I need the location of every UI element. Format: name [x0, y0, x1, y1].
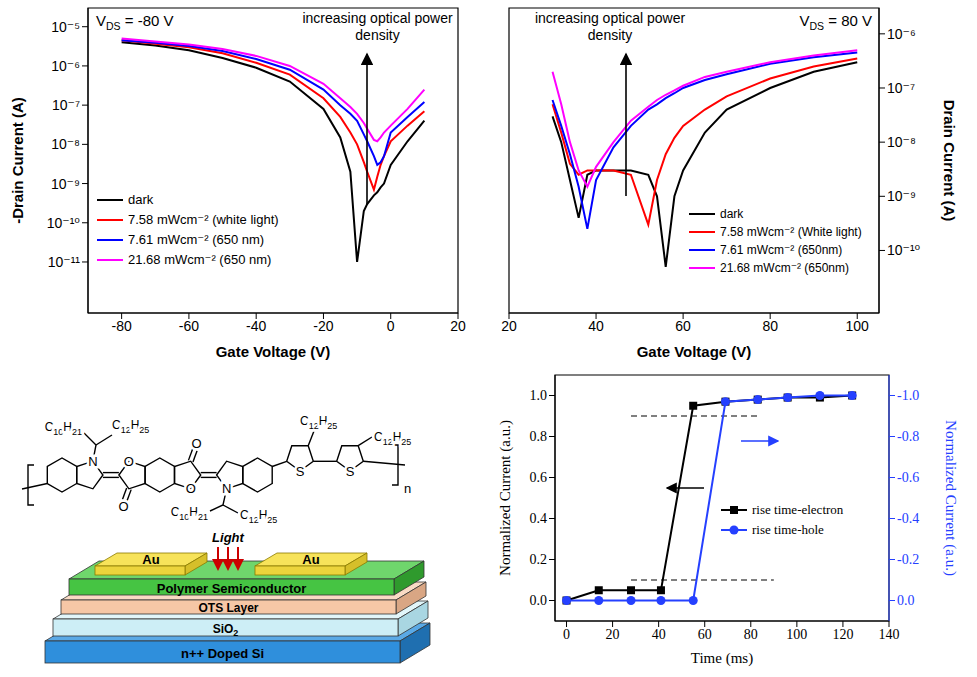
html-text:7.58 mWcm⁻² (White light): 7.58 mWcm⁻² (White light) [720, 225, 862, 239]
svg-text:Au: Au [302, 552, 319, 567]
svg-text:O: O [118, 499, 128, 514]
svg-text:-1.0: -1.0 [897, 388, 919, 403]
svg-text:60: 60 [675, 318, 691, 334]
svg-text:Au: Au [142, 552, 159, 567]
svg-text:10⁻¹⁰: 10⁻¹⁰ [47, 215, 81, 231]
svg-text:140: 140 [879, 627, 900, 642]
svg-text:Polymer Semiconductor: Polymer Semiconductor [157, 581, 307, 596]
svg-text:10⁻⁷: 10⁻⁷ [52, 97, 80, 113]
svg-text:40: 40 [652, 627, 666, 642]
svg-text:10⁻⁷: 10⁻⁷ [887, 80, 915, 96]
svg-text:C10H21: C10H21 [45, 420, 82, 437]
html-text:7.58 mWcm⁻² (white light): 7.58 mWcm⁻² (white light) [128, 212, 279, 227]
svg-text:C12H25: C12H25 [112, 418, 149, 435]
svg-text:-0.6: -0.6 [897, 470, 919, 485]
svg-text:0: 0 [387, 318, 395, 334]
svg-text:OTS Layer: OTS Layer [198, 601, 258, 615]
svg-text:Time (ms): Time (ms) [691, 650, 753, 667]
svg-text:-Drain Current (A): -Drain Current (A) [9, 97, 26, 224]
svg-text:0.8: 0.8 [530, 429, 548, 444]
html-text:21.68 mWcm⁻² (650 nm): 21.68 mWcm⁻² (650 nm) [128, 252, 272, 267]
svg-text:Gate Voltage (V): Gate Voltage (V) [637, 343, 752, 360]
svg-text:-80: -80 [112, 318, 132, 334]
svg-text:20: 20 [606, 627, 620, 642]
svg-text:Normalized Current (a.u.): Normalized Current (a.u.) [942, 420, 959, 576]
svg-text:S: S [346, 464, 355, 479]
svg-text:80: 80 [744, 627, 758, 642]
svg-text:-0.8: -0.8 [897, 429, 919, 444]
svg-text:10⁻⁹: 10⁻⁹ [51, 176, 80, 192]
svg-text:0.6: 0.6 [530, 470, 548, 485]
svg-text:20: 20 [450, 318, 466, 334]
svg-text:10⁻⁶: 10⁻⁶ [887, 26, 916, 42]
html-text:dark: dark [720, 207, 744, 221]
svg-text:10⁻⁹: 10⁻⁹ [887, 188, 916, 204]
svg-text:S: S [296, 464, 305, 479]
svg-text:Gate Voltage (V): Gate Voltage (V) [216, 343, 331, 360]
html-text:rise time-electron: rise time-electron [752, 502, 844, 517]
svg-text:Light: Light [212, 530, 244, 545]
svg-text:O: O [186, 481, 196, 496]
svg-text:O: O [124, 454, 134, 469]
html-text:rise time-hole: rise time-hole [752, 522, 824, 537]
svg-text:C12H25: C12H25 [240, 508, 277, 525]
svg-text:40: 40 [588, 318, 604, 334]
svg-text:120: 120 [832, 627, 853, 642]
html-text:increasing optical power densi: increasing optical power density [302, 10, 453, 43]
svg-text:N: N [88, 454, 97, 469]
svg-text:0.4: 0.4 [530, 511, 548, 526]
svg-text:0.0: 0.0 [530, 593, 548, 608]
svg-text:0.2: 0.2 [530, 552, 548, 567]
svg-text:n++ Doped Si: n++ Doped Si [181, 646, 264, 661]
svg-text:100: 100 [786, 627, 807, 642]
svg-text:-60: -60 [179, 318, 199, 334]
svg-text:10⁻⁵: 10⁻⁵ [51, 19, 80, 35]
svg-text:SiO2: SiO2 [213, 622, 239, 638]
svg-text:0.0: 0.0 [897, 593, 915, 608]
svg-text:10⁻¹¹: 10⁻¹¹ [48, 254, 81, 270]
html-text:VDS= 80 V: VDS= 80 V [799, 12, 872, 32]
html-text:21.68 mWcm⁻² (650nm): 21.68 mWcm⁻² (650nm) [720, 261, 849, 275]
svg-text:60: 60 [698, 627, 712, 642]
svg-text:-0.2: -0.2 [897, 552, 919, 567]
svg-text:N: N [222, 481, 231, 496]
html-text:dark: dark [128, 192, 154, 207]
svg-text:20: 20 [501, 318, 517, 334]
svg-text:-0.4: -0.4 [897, 511, 919, 526]
svg-text:0: 0 [563, 627, 570, 642]
svg-text:C12H25: C12H25 [300, 414, 337, 431]
html-text:increasing optical power densi: increasing optical power density [534, 10, 686, 43]
svg-text:10⁻¹⁰: 10⁻¹⁰ [887, 242, 921, 258]
svg-text:1.0: 1.0 [530, 388, 548, 403]
svg-text:O: O [191, 436, 201, 451]
svg-text:100: 100 [846, 318, 870, 334]
svg-text:-40: -40 [246, 318, 266, 334]
svg-text:10⁻⁸: 10⁻⁸ [51, 136, 80, 152]
svg-text:C12H25: C12H25 [374, 430, 411, 447]
svg-text:Normalized Current (a.u.): Normalized Current (a.u.) [497, 420, 514, 576]
html-text:VDS= -80 V: VDS= -80 V [96, 12, 174, 32]
html-text:7.61 mWcm⁻² (650nm): 7.61 mWcm⁻² (650nm) [720, 243, 843, 257]
svg-text:C10H21: C10H21 [171, 505, 208, 522]
svg-text:Drain Current (A): Drain Current (A) [941, 100, 958, 222]
svg-text:n: n [404, 481, 411, 496]
svg-text:-20: -20 [313, 318, 333, 334]
html-text:7.61 mWcm⁻² (650 nm): 7.61 mWcm⁻² (650 nm) [128, 232, 265, 247]
svg-text:10⁻⁶: 10⁻⁶ [51, 58, 80, 74]
svg-text:80: 80 [762, 318, 778, 334]
svg-text:10⁻⁸: 10⁻⁸ [887, 134, 916, 150]
